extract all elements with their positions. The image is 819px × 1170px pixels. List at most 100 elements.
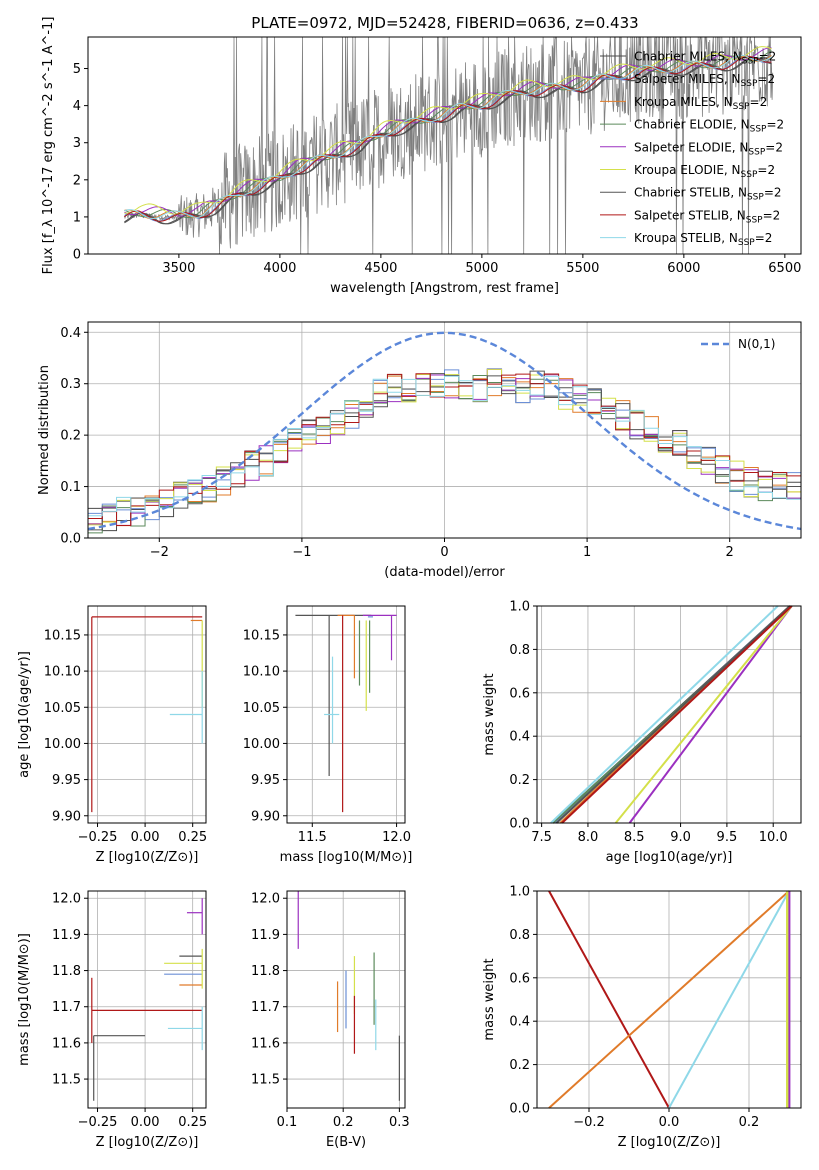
axes-frame: [286, 605, 406, 824]
legend-entry: Kroupa STELIB, NSSP=2: [634, 231, 772, 248]
y-tick-label: 0.4: [60, 326, 81, 341]
y-tick-label: 9.95: [52, 773, 81, 788]
x-tick-label: 4000: [263, 261, 296, 276]
y-axis-label: mass weight: [482, 673, 497, 755]
plot-area: N(0,1): [87, 331, 802, 534]
legend-entry: Salpeter MILES, NSSP=2: [634, 72, 775, 89]
x-tick-label: 0.2: [739, 1115, 760, 1130]
y-tick-label: 10.15: [44, 628, 81, 643]
legend-entry: N(0,1): [738, 337, 775, 351]
y-tick-label: 0.0: [60, 532, 81, 547]
y-tick-label: 0.6: [509, 971, 530, 986]
plot-area: Chabrier MILES, NSSP=2 Salpeter MILES, NS…: [124, 36, 784, 255]
x-axis-label: Z [log10(Z/Z⊙)]: [96, 1135, 199, 1150]
cumulative-line: [628, 605, 793, 824]
y-tick-label: 0.1: [60, 480, 81, 495]
x-tick-label: 0.2: [333, 1115, 354, 1130]
y-tick-label: 2: [73, 173, 81, 188]
y-tick-label: 0.4: [509, 1015, 530, 1030]
y-axis-label: mass weight: [482, 958, 497, 1040]
y-tick-label: 0.8: [509, 928, 530, 943]
x-tick-label: 1: [583, 545, 591, 560]
cumulative-line: [555, 605, 791, 824]
y-tick-label: 10.00: [243, 737, 280, 752]
y-tick-label: 11.5: [52, 1073, 81, 1088]
y-axis-label: Normed distribution: [37, 365, 52, 495]
x-tick-label: 0.00: [131, 1115, 160, 1130]
panel-residuals: N(0,1) −2 −1 0 1 2 0.0 0.1 0.2 0.3 0.4 (data-model)…: [37, 321, 802, 580]
panel-age-vs-Z: −0.25 0.00 0.25 9.90 9.95 10.00 10.05 10.10 10.1…: [17, 605, 207, 865]
plot-area: [550, 605, 793, 824]
x-tick-label: 5500: [566, 261, 599, 276]
y-tick-label: 10.05: [44, 701, 81, 716]
x-tick-label: 10.0: [759, 830, 788, 845]
x-tick-label: 0.25: [178, 830, 207, 845]
y-axis-label: Flux [f_λ 10^-17 erg cm^-2 s^-1 A^-1]: [41, 17, 56, 275]
legend-entry: Chabrier STELIB, NSSP=2: [634, 186, 782, 203]
legend-entry: Kroupa MILES, NSSP=2: [634, 95, 767, 112]
cumulative-line: [548, 890, 790, 1109]
panel-spectrum: Chabrier MILES, NSSP=2 Salpeter MILES, NS…: [41, 17, 802, 296]
x-tick-label: 9.5: [717, 830, 738, 845]
y-tick-label: 10.15: [243, 628, 280, 643]
y-tick-label: 11.8: [251, 964, 280, 979]
cumulative-line: [561, 605, 793, 824]
y-tick-label: 0.4: [509, 730, 530, 745]
y-tick-label: 11.7: [52, 1000, 81, 1015]
normal-curve: [87, 331, 802, 531]
x-tick-label: 4500: [364, 261, 397, 276]
x-axis-label: Z [log10(Z/Z⊙)]: [96, 850, 199, 865]
axes-frame: [87, 605, 207, 824]
x-tick-label: 8.0: [578, 830, 599, 845]
y-tick-label: 0.0: [509, 1102, 530, 1117]
legend-entry: Chabrier MILES, NSSP=2: [634, 50, 776, 67]
y-tick-label: 11.6: [251, 1036, 280, 1051]
x-tick-label: 0.25: [178, 1115, 207, 1130]
legend-entry: Salpeter ELODIE, NSSP=2: [634, 140, 783, 157]
x-tick-label: 0: [440, 545, 448, 560]
histogram-6: [88, 370, 801, 531]
y-tick-label: 11.6: [52, 1036, 81, 1051]
y-tick-label: 0.3: [60, 377, 81, 392]
x-tick-label: 0.3: [389, 1115, 410, 1130]
y-tick-label: 0.8: [509, 643, 530, 658]
cumulative-line: [548, 890, 670, 1109]
y-tick-label: 0.6: [509, 686, 530, 701]
cumulative-line: [550, 605, 779, 824]
y-tick-label: 0.2: [509, 773, 530, 788]
model-line-7: [124, 55, 772, 222]
cumulative-line: [668, 890, 790, 1109]
y-tick-label: 10.00: [44, 737, 81, 752]
x-tick-label: −1: [292, 545, 311, 560]
legend-entry: Kroupa ELODIE, NSSP=2: [634, 163, 775, 180]
y-axis-label: age [log10(age/yr)]: [17, 651, 32, 778]
y-tick-label: 9.90: [251, 809, 280, 824]
plot-area: [548, 890, 791, 1109]
y-tick-label: 0.2: [60, 429, 81, 444]
y-tick-label: 0.0: [509, 817, 530, 832]
legend-entry: Chabrier ELODIE, NSSP=2: [634, 118, 784, 135]
y-tick-label: 1.0: [509, 885, 530, 900]
x-tick-label: 5000: [465, 261, 498, 276]
panel-age-vs-mass: 11.5 12.0 9.90 9.95 10.00 10.05 10.10 10.15 mass…: [243, 605, 413, 865]
y-tick-label: 5: [73, 62, 81, 77]
x-tick-label: −2: [150, 545, 169, 560]
y-tick-label: 0.2: [509, 1058, 530, 1073]
panel-cumulative-Z: −0.2 0.0 0.2 0.0 0.2 0.4 0.6 0.8 1.0 Z [log10(Z/Z…: [482, 885, 802, 1150]
y-tick-label: 9.90: [52, 809, 81, 824]
x-tick-label: 6000: [667, 261, 700, 276]
y-tick-label: 11.8: [52, 964, 81, 979]
x-axis-label: mass [log10(M/M⊙)]: [280, 850, 413, 865]
model-line-5: [124, 46, 772, 215]
y-tick-label: 1: [73, 210, 81, 225]
x-tick-label: 2: [726, 545, 734, 560]
legend: Chabrier MILES, NSSP=2 Salpeter MILES, NS…: [600, 50, 784, 248]
model-line-8: [124, 54, 772, 220]
x-axis-label: (data-model)/error: [384, 565, 505, 580]
x-axis-label: age [log10(age/yr)]: [606, 850, 733, 865]
panel-mass-vs-Z: −0.25 0.00 0.25 11.5 11.6 11.7 11.8 11.9 12.0 Z […: [17, 890, 207, 1150]
panel-cumulative-age: 7.5 8.0 8.5 9.0 9.5 10.0 0.0 0.2 0.4 0.6 0.8 1.0 age…: [482, 600, 802, 865]
x-tick-label: 9.0: [670, 830, 691, 845]
figure-title: PLATE=0972, MJD=52428, FIBERID=0636, z=0…: [251, 14, 638, 32]
